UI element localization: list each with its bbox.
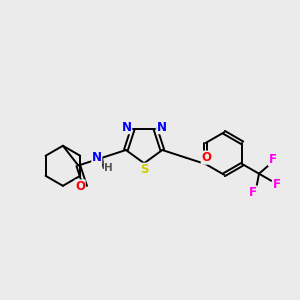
Text: F: F <box>249 186 257 199</box>
Text: N: N <box>92 151 102 164</box>
Text: O: O <box>201 151 211 164</box>
Text: N: N <box>157 121 167 134</box>
Text: O: O <box>75 180 85 193</box>
Text: H: H <box>104 163 113 173</box>
Text: F: F <box>273 178 281 190</box>
Text: F: F <box>268 153 276 166</box>
Text: S: S <box>140 163 149 176</box>
Text: N: N <box>122 121 131 134</box>
